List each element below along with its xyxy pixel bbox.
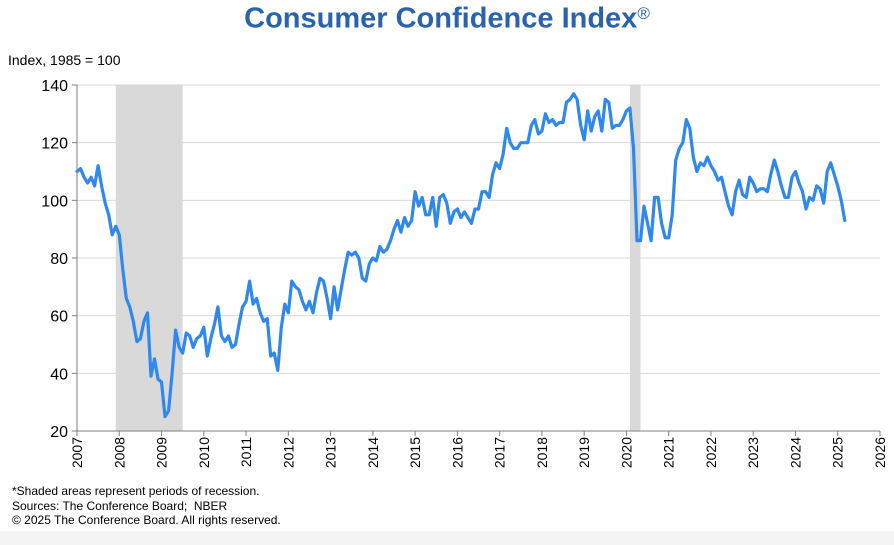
y-ticks: 20 40 60 80 100 120 140 xyxy=(41,78,77,441)
chart-title-text: Consumer Confidence Index xyxy=(244,2,638,35)
x-tick-label-2015: 2015 xyxy=(407,437,423,468)
registered-mark: ® xyxy=(637,4,650,23)
footer-band xyxy=(0,531,894,545)
x-tick-label-2009: 2009 xyxy=(154,437,170,468)
y-tick-label-40: 40 xyxy=(50,366,68,383)
x-tick-label-2021: 2021 xyxy=(661,437,677,468)
y-tick-label-80: 80 xyxy=(50,251,68,268)
y-tick-label-100: 100 xyxy=(41,193,68,210)
x-tick-label-2020: 2020 xyxy=(618,437,634,468)
gridlines xyxy=(77,84,880,374)
series-line-1 xyxy=(75,92,847,419)
x-ticks: 2007 2008 2009 2010 2011 2012 2013 2014 2015 2016… xyxy=(69,431,888,468)
x-tick-label-2019: 2019 xyxy=(576,437,592,468)
x-tick-label-2025: 2025 xyxy=(830,437,846,468)
x-tick-label-2008: 2008 xyxy=(111,437,127,468)
x-tick-label-2017: 2017 xyxy=(492,437,508,468)
x-tick-label-2014: 2014 xyxy=(365,437,381,468)
chart-title: Consumer Confidence Index® xyxy=(0,2,894,36)
y-tick-label-140: 140 xyxy=(41,78,68,95)
y-axis-label: Index, 1985 = 100 xyxy=(8,52,121,68)
x-tick-label-2013: 2013 xyxy=(323,437,339,468)
x-tick-label-2022: 2022 xyxy=(703,437,719,468)
x-tick-label-2010: 2010 xyxy=(196,437,212,468)
series-layer xyxy=(75,92,847,419)
sources-note: Sources: The Conference Board; NBER xyxy=(12,498,228,513)
copyright-note: © 2025 The Conference Board. All rights … xyxy=(12,513,281,527)
x-tick-label-2026: 2026 xyxy=(872,437,888,468)
y-tick-label-20: 20 xyxy=(50,424,68,441)
y-tick-label-120: 120 xyxy=(41,136,68,153)
recession-note: *Shaded areas represent periods of reces… xyxy=(12,484,260,498)
x-tick-label-2018: 2018 xyxy=(534,437,550,468)
x-tick-label-2016: 2016 xyxy=(449,437,465,468)
x-tick-label-2023: 2023 xyxy=(745,437,761,468)
x-tick-label-2011: 2011 xyxy=(238,437,254,467)
x-tick-label-2007: 2007 xyxy=(69,437,85,468)
x-tick-label-2012: 2012 xyxy=(280,437,296,468)
footnotes: *Shaded areas represent periods of reces… xyxy=(12,484,281,528)
y-tick-label-60: 60 xyxy=(50,309,68,326)
x-tick-label-2024: 2024 xyxy=(787,437,803,468)
